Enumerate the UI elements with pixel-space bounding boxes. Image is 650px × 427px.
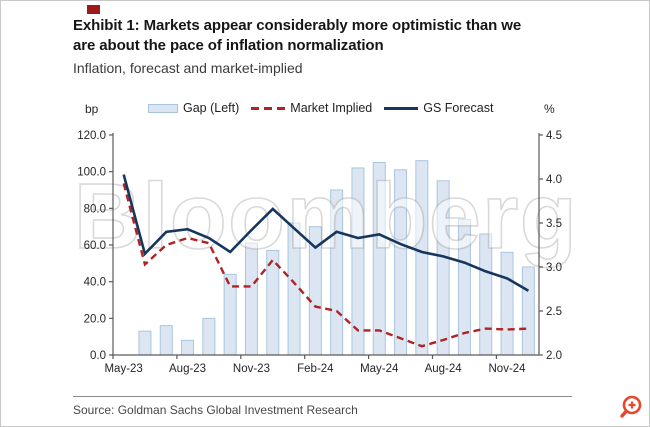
x-tick-label: Nov-23 — [233, 363, 270, 375]
x-tick-label: Feb-24 — [297, 363, 334, 375]
legend-item-gap: Gap (Left) — [148, 101, 239, 115]
gap-bar-swatch — [148, 103, 178, 113]
zoom-in-icon[interactable] — [618, 394, 644, 420]
exhibit-subtitle: Inflation, forecast and market-implied — [73, 60, 303, 76]
red-accent-bar — [87, 5, 100, 14]
header: Exhibit 1: Markets appear considerably m… — [73, 16, 578, 77]
right-tick-label: 2.5 — [546, 306, 562, 318]
x-tick-label: Aug-23 — [169, 363, 206, 375]
left-tick-label: 20.0 — [84, 313, 106, 325]
footer-divider — [73, 396, 572, 397]
chart-legend: Gap (Left) Market Implied GS Forecast — [148, 101, 493, 115]
legend-item-market-implied: Market Implied — [251, 101, 372, 115]
right-tick-label: 4.0 — [546, 174, 562, 186]
right-axis-unit: % — [544, 102, 555, 116]
market-implied-line — [122, 183, 529, 348]
x-tick-label: May-23 — [104, 363, 142, 375]
gs-forecast-line — [122, 174, 530, 292]
left-tick-label: 40.0 — [84, 277, 106, 289]
gap-bar-Jun-23 — [138, 330, 152, 356]
market-implied-dash-swatch — [251, 106, 286, 110]
exhibit-title-line2: are about the pace of inflation normaliz… — [73, 37, 384, 54]
left-tick-label: 100.0 — [77, 167, 106, 179]
legend-item-gs-forecast: GS Forecast — [384, 101, 493, 115]
legend-label-market-implied: Market Implied — [290, 101, 373, 115]
right-tick-label: 2.0 — [546, 350, 562, 362]
right-tick-label: 3.0 — [546, 262, 562, 274]
legend-label-gap: Gap (Left) — [183, 101, 240, 115]
gap-bar-Jul-23 — [159, 325, 173, 356]
right-tick-label: 3.5 — [546, 218, 562, 230]
x-tick-label: Nov-24 — [489, 363, 527, 375]
exhibit-title-line1: Exhibit 1: Markets appear considerably m… — [73, 17, 522, 34]
bloomberg-watermark: Bloomberg — [74, 164, 578, 268]
left-axis-unit: bp — [85, 102, 99, 116]
left-tick-label: 80.0 — [84, 203, 106, 215]
left-tick-label: 0.0 — [90, 350, 106, 362]
legend-label-gs-forecast: GS Forecast — [423, 101, 494, 115]
gap-bar-Aug-23 — [181, 339, 195, 356]
left-tick-label: 120.0 — [77, 130, 106, 142]
x-tick-label: May-24 — [360, 363, 399, 375]
left-tick-label: 60.0 — [84, 240, 106, 252]
source-text: Source: Goldman Sachs Global Investment … — [73, 403, 358, 417]
x-tick-label: Aug-24 — [425, 363, 463, 375]
gs-forecast-line-swatch — [384, 106, 419, 110]
gap-bar-Dec-24 — [521, 266, 535, 356]
gap-bar-Sep-23 — [202, 317, 216, 356]
right-tick-label: 4.5 — [546, 130, 562, 142]
